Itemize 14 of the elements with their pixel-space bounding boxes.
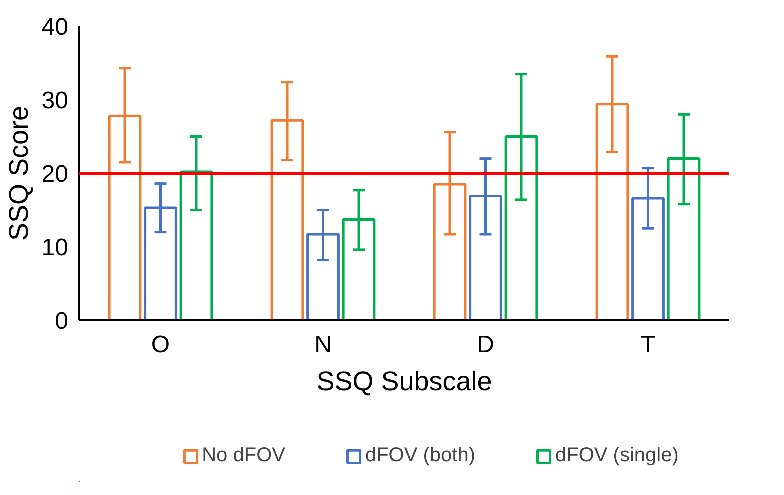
y-tick-label: 20 <box>42 161 69 188</box>
x-tick-label: N <box>314 332 332 358</box>
y-axis-title: SSQ Score <box>4 106 34 242</box>
legend-label: dFOV (both) <box>365 444 476 468</box>
y-tick-label: 40 <box>42 14 69 41</box>
y-tick-label: 30 <box>42 88 69 114</box>
x-tick-label: T <box>640 332 656 358</box>
legend-label: dFOV (single) <box>556 444 679 468</box>
y-tick-label: 10 <box>42 234 69 262</box>
legend-label: No dFOV <box>202 444 286 468</box>
x-tick-label: D <box>477 332 494 358</box>
x-tick-label: O <box>151 332 170 358</box>
y-tick-label: 0 <box>55 308 69 335</box>
x-axis-title: SSQ Subscale <box>316 366 492 396</box>
